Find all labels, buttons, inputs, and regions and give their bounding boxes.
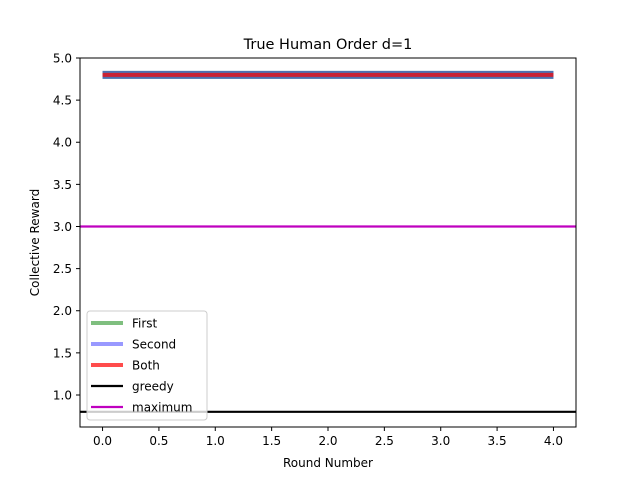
legend-label-both: Both xyxy=(132,359,160,373)
x-tick-label: 1.0 xyxy=(206,434,225,448)
x-tick-label: 3.0 xyxy=(431,434,450,448)
legend-label-greedy: greedy xyxy=(132,380,174,394)
y-tick-label: 5.0 xyxy=(53,52,72,66)
legend-label-maximum: maximum xyxy=(132,401,192,415)
x-tick-label: 4.0 xyxy=(544,434,563,448)
y-tick-label: 4.5 xyxy=(53,94,72,108)
x-tick-label: 2.5 xyxy=(375,434,394,448)
x-tick-label: 0.5 xyxy=(149,434,168,448)
y-tick-label: 3.0 xyxy=(53,220,72,234)
x-tick-label: 1.5 xyxy=(262,434,281,448)
y-tick-label: 3.5 xyxy=(53,178,72,192)
legend-label-first: First xyxy=(132,317,158,331)
x-tick-label: 2.0 xyxy=(318,434,337,448)
legend: First Second Both greedy maximum xyxy=(86,310,208,421)
y-tick-label: 2.5 xyxy=(53,262,72,276)
y-axis-label: Collective Reward xyxy=(28,189,42,296)
legend-label-second: Second xyxy=(132,338,176,352)
chart-title: True Human Order d=1 xyxy=(243,37,413,53)
y-tick-label: 2.0 xyxy=(53,304,72,318)
x-axis-label: Round Number xyxy=(283,456,373,470)
y-tick-label: 4.0 xyxy=(53,136,72,150)
y-axis-ticks: 1.0 1.5 2.0 2.5 3.0 3.5 4.0 4.5 5.0 xyxy=(53,52,80,402)
x-axis-ticks: 0.0 0.5 1.0 1.5 2.0 2.5 3.0 3.5 4.0 xyxy=(93,427,563,448)
x-tick-label: 0.0 xyxy=(93,434,112,448)
y-tick-label: 1.5 xyxy=(53,346,72,360)
x-tick-label: 3.5 xyxy=(488,434,507,448)
legend-box xyxy=(86,310,208,421)
y-tick-label: 1.0 xyxy=(53,388,72,402)
